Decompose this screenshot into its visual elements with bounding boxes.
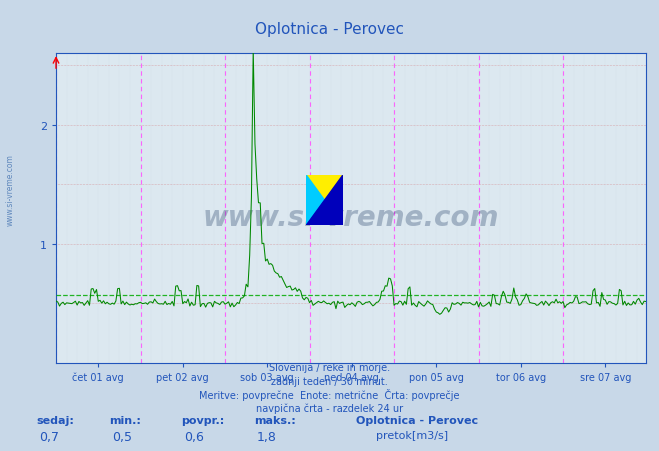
Text: Meritve: povprečne  Enote: metrične  Črta: povprečje: Meritve: povprečne Enote: metrične Črta:… <box>199 389 460 400</box>
Text: 0,5: 0,5 <box>112 430 132 442</box>
Text: povpr.:: povpr.: <box>181 415 225 425</box>
Polygon shape <box>306 176 343 226</box>
Text: www.si-vreme.com: www.si-vreme.com <box>203 204 499 232</box>
Text: zadnji teden / 30 minut.: zadnji teden / 30 minut. <box>271 376 388 386</box>
Text: 1,8: 1,8 <box>257 430 277 442</box>
Text: maks.:: maks.: <box>254 415 295 425</box>
Text: www.si-vreme.com: www.si-vreme.com <box>5 153 14 226</box>
Text: min.:: min.: <box>109 415 140 425</box>
Text: Oplotnica - Perovec: Oplotnica - Perovec <box>255 22 404 37</box>
Text: 0,6: 0,6 <box>185 430 204 442</box>
Polygon shape <box>306 176 343 226</box>
Text: sedaj:: sedaj: <box>36 415 74 425</box>
Text: pretok[m3/s]: pretok[m3/s] <box>376 430 447 440</box>
Text: navpična črta - razdelek 24 ur: navpična črta - razdelek 24 ur <box>256 403 403 414</box>
Text: Slovenija / reke in morje.: Slovenija / reke in morje. <box>269 363 390 373</box>
Text: 0,7: 0,7 <box>40 430 59 442</box>
Text: Oplotnica - Perovec: Oplotnica - Perovec <box>356 415 478 425</box>
Polygon shape <box>306 176 343 226</box>
